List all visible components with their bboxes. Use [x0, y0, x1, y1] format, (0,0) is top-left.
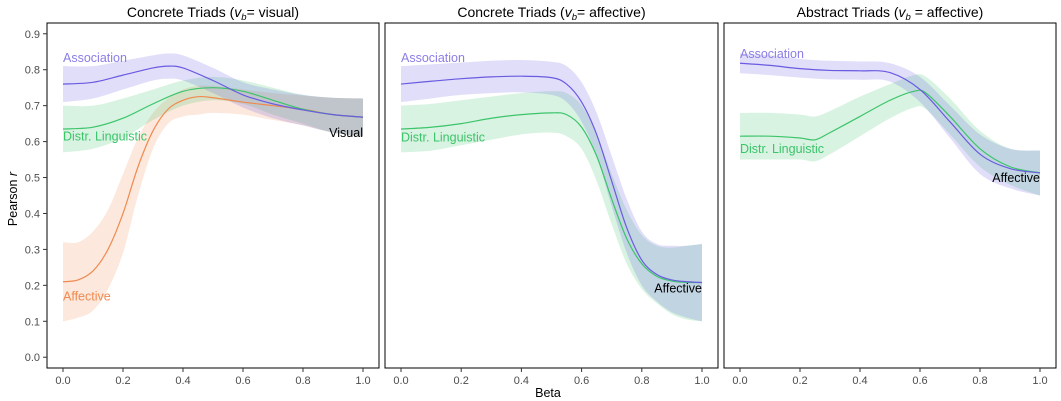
x-tick-label: 0.4 — [175, 375, 190, 387]
x-tick-label: 0.6 — [912, 375, 927, 387]
y-tick-label: 0.8 — [25, 65, 40, 77]
confidence-band — [401, 91, 702, 322]
plot-area — [739, 53, 1041, 196]
series-label: Affective — [992, 171, 1040, 185]
series-line — [400, 112, 703, 284]
series-line — [62, 65, 364, 118]
y-axis-title: Pearson r — [6, 171, 20, 226]
panel-frame — [46, 22, 380, 369]
panel-title-var: v — [234, 4, 242, 20]
series-label: Affective — [63, 289, 111, 303]
plot-area — [62, 53, 364, 322]
y-tick-label: 0.1 — [25, 316, 40, 328]
confidence-band — [63, 85, 363, 322]
panel-title-text: = affective) — [577, 4, 646, 20]
x-tick-label: 0.2 — [115, 375, 130, 387]
panel-title: Concrete Triads (vb= visual) — [127, 4, 299, 23]
y-tick-label: 0.3 — [25, 244, 40, 256]
y-tick-label: 0.9 — [25, 29, 40, 41]
panel-title-text: Concrete Triads ( — [127, 4, 235, 20]
x-axis-title: Beta — [535, 386, 561, 400]
plot-area — [400, 59, 703, 322]
panel-title: Abstract Triads (vb = affective) — [797, 4, 984, 23]
series-label: Association — [401, 51, 465, 65]
confidence-band — [63, 76, 363, 153]
confidence-band — [740, 74, 1040, 196]
panel-title: Concrete Triads (vb= affective) — [457, 4, 645, 23]
x-tick-label: 0.0 — [732, 375, 747, 387]
y-tick-label: 0.6 — [25, 137, 40, 149]
x-tick-label: 1.0 — [355, 375, 370, 387]
panel-title-sub: b — [906, 12, 911, 23]
x-tick-label: 1.0 — [1032, 375, 1047, 387]
y-axis-title-var: r — [6, 171, 20, 176]
series-label: Association — [63, 51, 127, 65]
confidence-band — [740, 53, 1040, 196]
series-label: Distr. Linguistic — [740, 142, 824, 156]
panel-title-text: Concrete Triads ( — [457, 4, 565, 20]
x-tick-label: 0.0 — [55, 375, 70, 387]
panel-frame — [723, 22, 1057, 369]
x-tick-label: 0.4 — [852, 375, 867, 387]
panel-title-var: v — [899, 4, 907, 20]
x-tick-label: 0.6 — [574, 375, 589, 387]
panel-title-text: = affective) — [911, 4, 984, 20]
x-tick-label: 0.6 — [235, 375, 250, 387]
panel-2: Concrete Triads (vb= affective) 0.0 0.2 0.4… — [384, 4, 719, 387]
x-tick-label: 0.8 — [295, 375, 310, 387]
panel-title-sub: b — [241, 12, 246, 23]
x-tick-label: 0.8 — [972, 375, 987, 387]
y-tick-label: 0.2 — [25, 280, 40, 292]
y-tick-label: 0.7 — [25, 101, 40, 113]
series-label: Visual — [329, 126, 363, 140]
y-axis-title-text: Pearson — [6, 176, 20, 226]
x-tick-label: 0.0 — [393, 375, 408, 387]
chart-panels: Concrete Triads (vb= visual)0.0 0.2 0.4 0.6… — [25, 4, 1057, 387]
y-tick-label: 0.5 — [25, 173, 40, 185]
series-line — [400, 75, 703, 284]
x-tick-label: 0.2 — [792, 375, 807, 387]
series-label: Distr. Linguistic — [401, 131, 485, 145]
y-tick-label: 0.0 — [25, 352, 40, 364]
panel-title-text: = visual) — [247, 4, 300, 20]
panel-3: Abstract Triads (vb = affective) 0.0 0.2 0.… — [723, 4, 1057, 387]
series-label: Association — [740, 47, 804, 61]
confidence-band — [401, 59, 702, 322]
panel-title-text: Abstract Triads ( — [797, 4, 899, 20]
panel-frame — [384, 22, 719, 369]
x-tick-label: 0.8 — [634, 375, 649, 387]
panel-1: Concrete Triads (vb= visual) 0.0 0.2 0.4 0.6… — [25, 4, 380, 387]
panel-title-sub: b — [572, 12, 577, 23]
x-tick-label: 0.2 — [454, 375, 469, 387]
x-tick-label: 1.0 — [694, 375, 709, 387]
panel-title-var: v — [565, 4, 573, 20]
x-tick-label: 0.4 — [514, 375, 529, 387]
series-line — [739, 89, 1041, 174]
confidence-band — [63, 53, 363, 137]
series-line — [739, 62, 1041, 174]
series-label: Affective — [654, 282, 702, 296]
series-label: Distr. Linguistic — [63, 130, 147, 144]
y-tick-label: 0.4 — [25, 208, 40, 220]
